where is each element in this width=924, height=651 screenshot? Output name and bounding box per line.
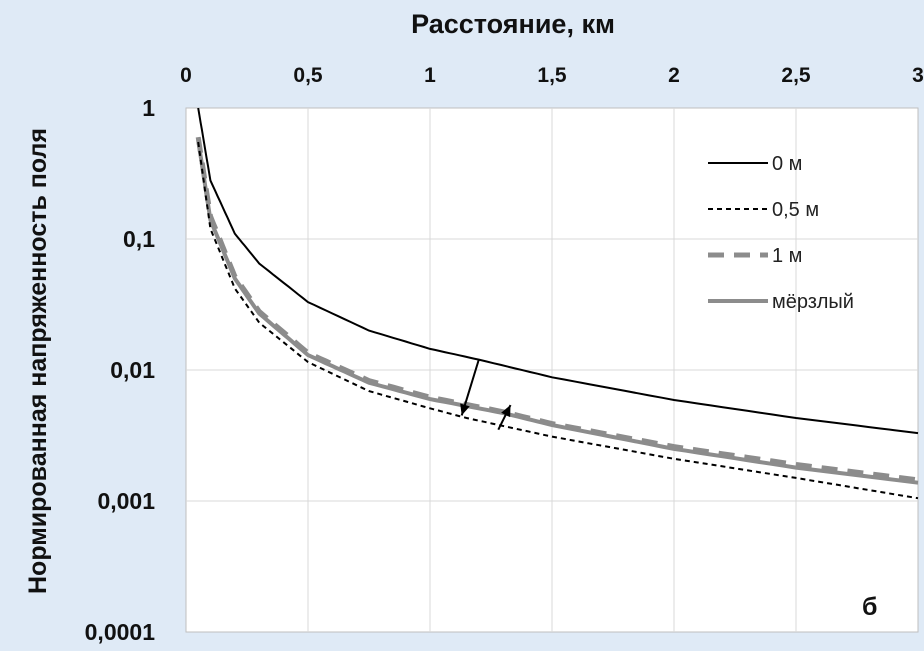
x-tick-label: 2: [668, 64, 680, 87]
y-tick-label: 0,1: [123, 226, 155, 252]
x-tick-label: 1,5: [537, 64, 567, 87]
series-line-3: [196, 139, 919, 485]
y-tick-label: 1: [142, 95, 155, 121]
x-tick-label: 0: [180, 64, 192, 87]
y-tick-label: 0,0001: [85, 619, 156, 645]
x-tick-label: 1: [424, 64, 436, 87]
legend-label: 0,5 м: [772, 199, 819, 221]
x-axis-title: Расстояние, км: [411, 9, 615, 39]
x-axis-ticks: 0 0,5 1 1,5 2 2,5 3: [180, 64, 924, 87]
y-axis-ticks: 1 0,1 0,01 0,001 0,0001: [85, 95, 156, 645]
annotation-arrow-head: [460, 403, 470, 416]
x-tick-label: 2,5: [781, 64, 811, 87]
legend: 0 м 0,5 м 1 м мёрзлый: [708, 153, 854, 313]
y-tick-label: 0,001: [97, 488, 155, 514]
series-layer: [195, 107, 919, 500]
legend-label: 1 м: [772, 245, 802, 267]
gridlines: [186, 108, 918, 632]
panel-label: б: [862, 593, 877, 621]
annotation-arrow-head: [501, 405, 511, 418]
annotations: [460, 359, 512, 431]
y-tick-label: 0,01: [110, 357, 155, 383]
legend-label: мёрзлый: [772, 291, 854, 313]
y-axis-title: Нормированная напряженность поля: [24, 128, 52, 594]
series-line-0: [197, 107, 919, 435]
x-tick-label: 3: [912, 64, 924, 87]
series-line-1: [197, 141, 919, 500]
legend-label: 0 м: [772, 153, 802, 175]
x-tick-label: 0,5: [293, 64, 323, 87]
